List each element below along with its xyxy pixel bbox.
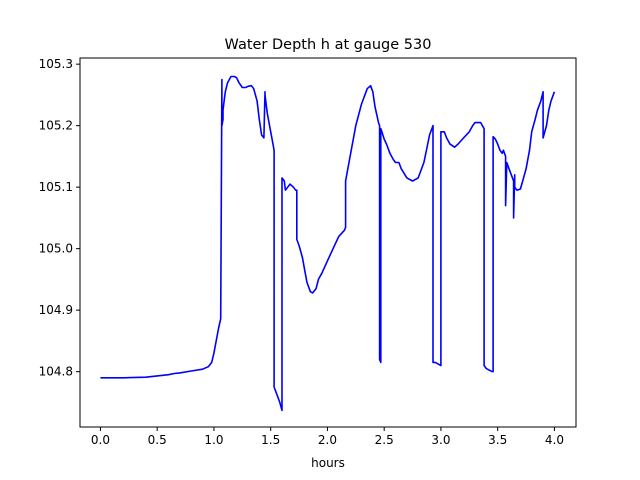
x-tick-label: 3.0 bbox=[431, 433, 450, 447]
x-tick-label: 0.0 bbox=[91, 433, 110, 447]
series-line bbox=[100, 75, 556, 412]
x-tick-label: 0.5 bbox=[148, 433, 167, 447]
x-tick-label: 3.5 bbox=[488, 433, 507, 447]
y-tick-label: 104.9 bbox=[39, 303, 73, 317]
x-tick-label: 4.0 bbox=[545, 433, 564, 447]
y-axis: 104.8 104.9 105.0 105.1 105.2 105.3 bbox=[39, 57, 80, 379]
x-tick-label: 1.0 bbox=[204, 433, 223, 447]
chart-title: Water Depth h at gauge 530 bbox=[225, 37, 432, 53]
x-axis: 0.0 0.5 1.0 1.5 2.0 2.5 3.0 3.5 4.0 bbox=[91, 427, 564, 447]
plot-frame bbox=[79, 57, 577, 428]
series-layer bbox=[100, 75, 556, 412]
y-tick-label: 105.3 bbox=[39, 57, 73, 71]
x-tick-label: 2.0 bbox=[318, 433, 337, 447]
y-tick-label: 105.1 bbox=[39, 180, 73, 194]
y-tick-label: 104.8 bbox=[39, 365, 73, 379]
y-tick-label: 105.0 bbox=[39, 242, 73, 256]
x-tick-label: 1.5 bbox=[261, 433, 280, 447]
x-axis-label: hours bbox=[311, 456, 345, 470]
y-tick-label: 105.2 bbox=[39, 119, 73, 133]
x-tick-label: 2.5 bbox=[375, 433, 394, 447]
